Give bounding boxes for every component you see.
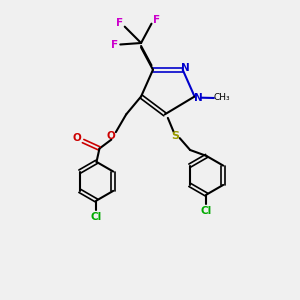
Text: Cl: Cl [201,206,212,216]
Text: O: O [107,131,116,141]
Text: F: F [153,15,161,25]
Text: F: F [116,18,123,28]
Text: Cl: Cl [91,212,102,222]
Text: S: S [171,131,179,141]
Text: N: N [181,63,189,73]
Text: N: N [194,93,203,103]
Text: F: F [111,40,118,50]
Text: CH₃: CH₃ [213,94,230,103]
Text: O: O [73,133,82,142]
